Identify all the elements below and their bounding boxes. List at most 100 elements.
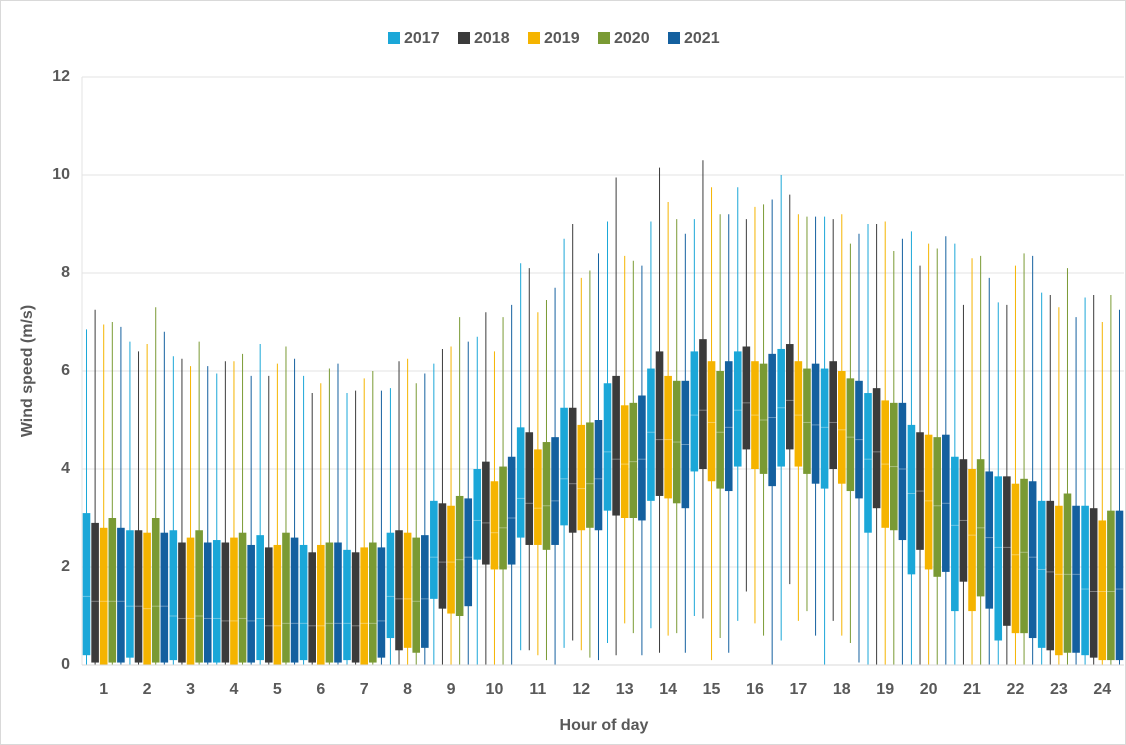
box xyxy=(169,530,178,661)
y-tick-label: 0 xyxy=(61,656,70,673)
box xyxy=(664,375,672,499)
x-tick-label: 21 xyxy=(963,681,981,698)
box xyxy=(942,434,950,572)
y-tick-label: 10 xyxy=(52,166,70,183)
x-tick-label: 16 xyxy=(746,681,764,698)
box xyxy=(551,437,559,545)
box xyxy=(99,527,108,665)
x-tick-label: 10 xyxy=(486,681,504,698)
box xyxy=(351,552,360,663)
x-tick-label: 7 xyxy=(360,681,369,698)
box xyxy=(707,361,716,482)
box xyxy=(264,547,273,663)
box xyxy=(308,552,316,663)
box xyxy=(881,400,890,528)
legend-swatch xyxy=(598,32,610,44)
box xyxy=(403,532,412,648)
box xyxy=(586,422,594,528)
x-tick-label: 1 xyxy=(99,681,108,698)
box xyxy=(117,527,125,663)
box xyxy=(343,549,351,661)
x-tick-label: 20 xyxy=(920,681,938,698)
box xyxy=(1046,500,1055,651)
box xyxy=(430,500,438,599)
legend-label: 2017 xyxy=(404,30,440,47)
box xyxy=(256,535,264,661)
x-tick-label: 12 xyxy=(572,681,590,698)
box xyxy=(777,348,785,467)
legend-swatch xyxy=(528,32,540,44)
box xyxy=(1115,510,1124,661)
x-tick-label: 8 xyxy=(403,681,412,698)
box xyxy=(1003,476,1011,626)
x-tick-label: 2 xyxy=(143,681,152,698)
legend-swatch xyxy=(668,32,680,44)
box xyxy=(768,353,776,487)
box xyxy=(568,407,577,533)
box xyxy=(994,476,1003,641)
y-tick-label: 8 xyxy=(61,264,70,281)
box xyxy=(829,361,837,469)
box xyxy=(1098,520,1107,661)
box xyxy=(1072,505,1080,653)
y-tick-label: 2 xyxy=(61,558,70,575)
legend-label: 2020 xyxy=(614,30,650,47)
box xyxy=(126,530,134,658)
box xyxy=(820,368,829,489)
legend-label: 2018 xyxy=(474,30,510,47)
box xyxy=(699,339,707,469)
y-tick-label: 6 xyxy=(61,362,70,379)
box xyxy=(855,380,863,499)
box xyxy=(560,407,568,526)
box xyxy=(542,442,551,550)
y-axis-title: Wind speed (m/s) xyxy=(19,305,36,437)
box xyxy=(759,363,768,474)
box xyxy=(959,459,968,582)
box xyxy=(230,537,238,665)
box xyxy=(464,498,473,607)
x-tick-label: 6 xyxy=(316,681,325,698)
box xyxy=(1020,478,1028,634)
box xyxy=(290,537,299,663)
box xyxy=(143,532,151,665)
box xyxy=(299,544,308,661)
x-tick-label: 17 xyxy=(789,681,807,698)
box xyxy=(803,368,811,474)
box xyxy=(785,344,794,450)
box xyxy=(1081,505,1089,656)
box xyxy=(916,432,924,550)
y-tick-label: 4 xyxy=(61,460,70,477)
box xyxy=(890,402,898,531)
x-tick-label: 15 xyxy=(703,681,721,698)
box xyxy=(751,361,759,469)
x-tick-label: 18 xyxy=(833,681,851,698)
box xyxy=(186,537,195,665)
x-tick-label: 11 xyxy=(529,681,546,698)
box xyxy=(872,388,881,509)
box xyxy=(864,393,872,533)
legend-label: 2021 xyxy=(684,30,720,47)
box xyxy=(1089,508,1098,658)
box xyxy=(655,351,664,496)
box xyxy=(455,495,464,616)
box xyxy=(846,378,855,492)
box xyxy=(82,513,91,656)
box xyxy=(412,537,421,653)
x-tick-label: 24 xyxy=(1093,681,1111,698)
box xyxy=(273,544,282,665)
box xyxy=(377,547,386,658)
box xyxy=(1055,505,1063,656)
box xyxy=(647,368,655,501)
box xyxy=(1011,483,1020,634)
x-tick-label: 5 xyxy=(273,681,282,698)
box xyxy=(612,375,620,516)
box xyxy=(151,518,160,663)
box xyxy=(369,542,377,663)
box xyxy=(325,542,334,663)
box xyxy=(203,542,212,663)
x-axis-title: Hour of day xyxy=(560,717,649,734)
box xyxy=(178,542,186,663)
box xyxy=(629,402,638,518)
